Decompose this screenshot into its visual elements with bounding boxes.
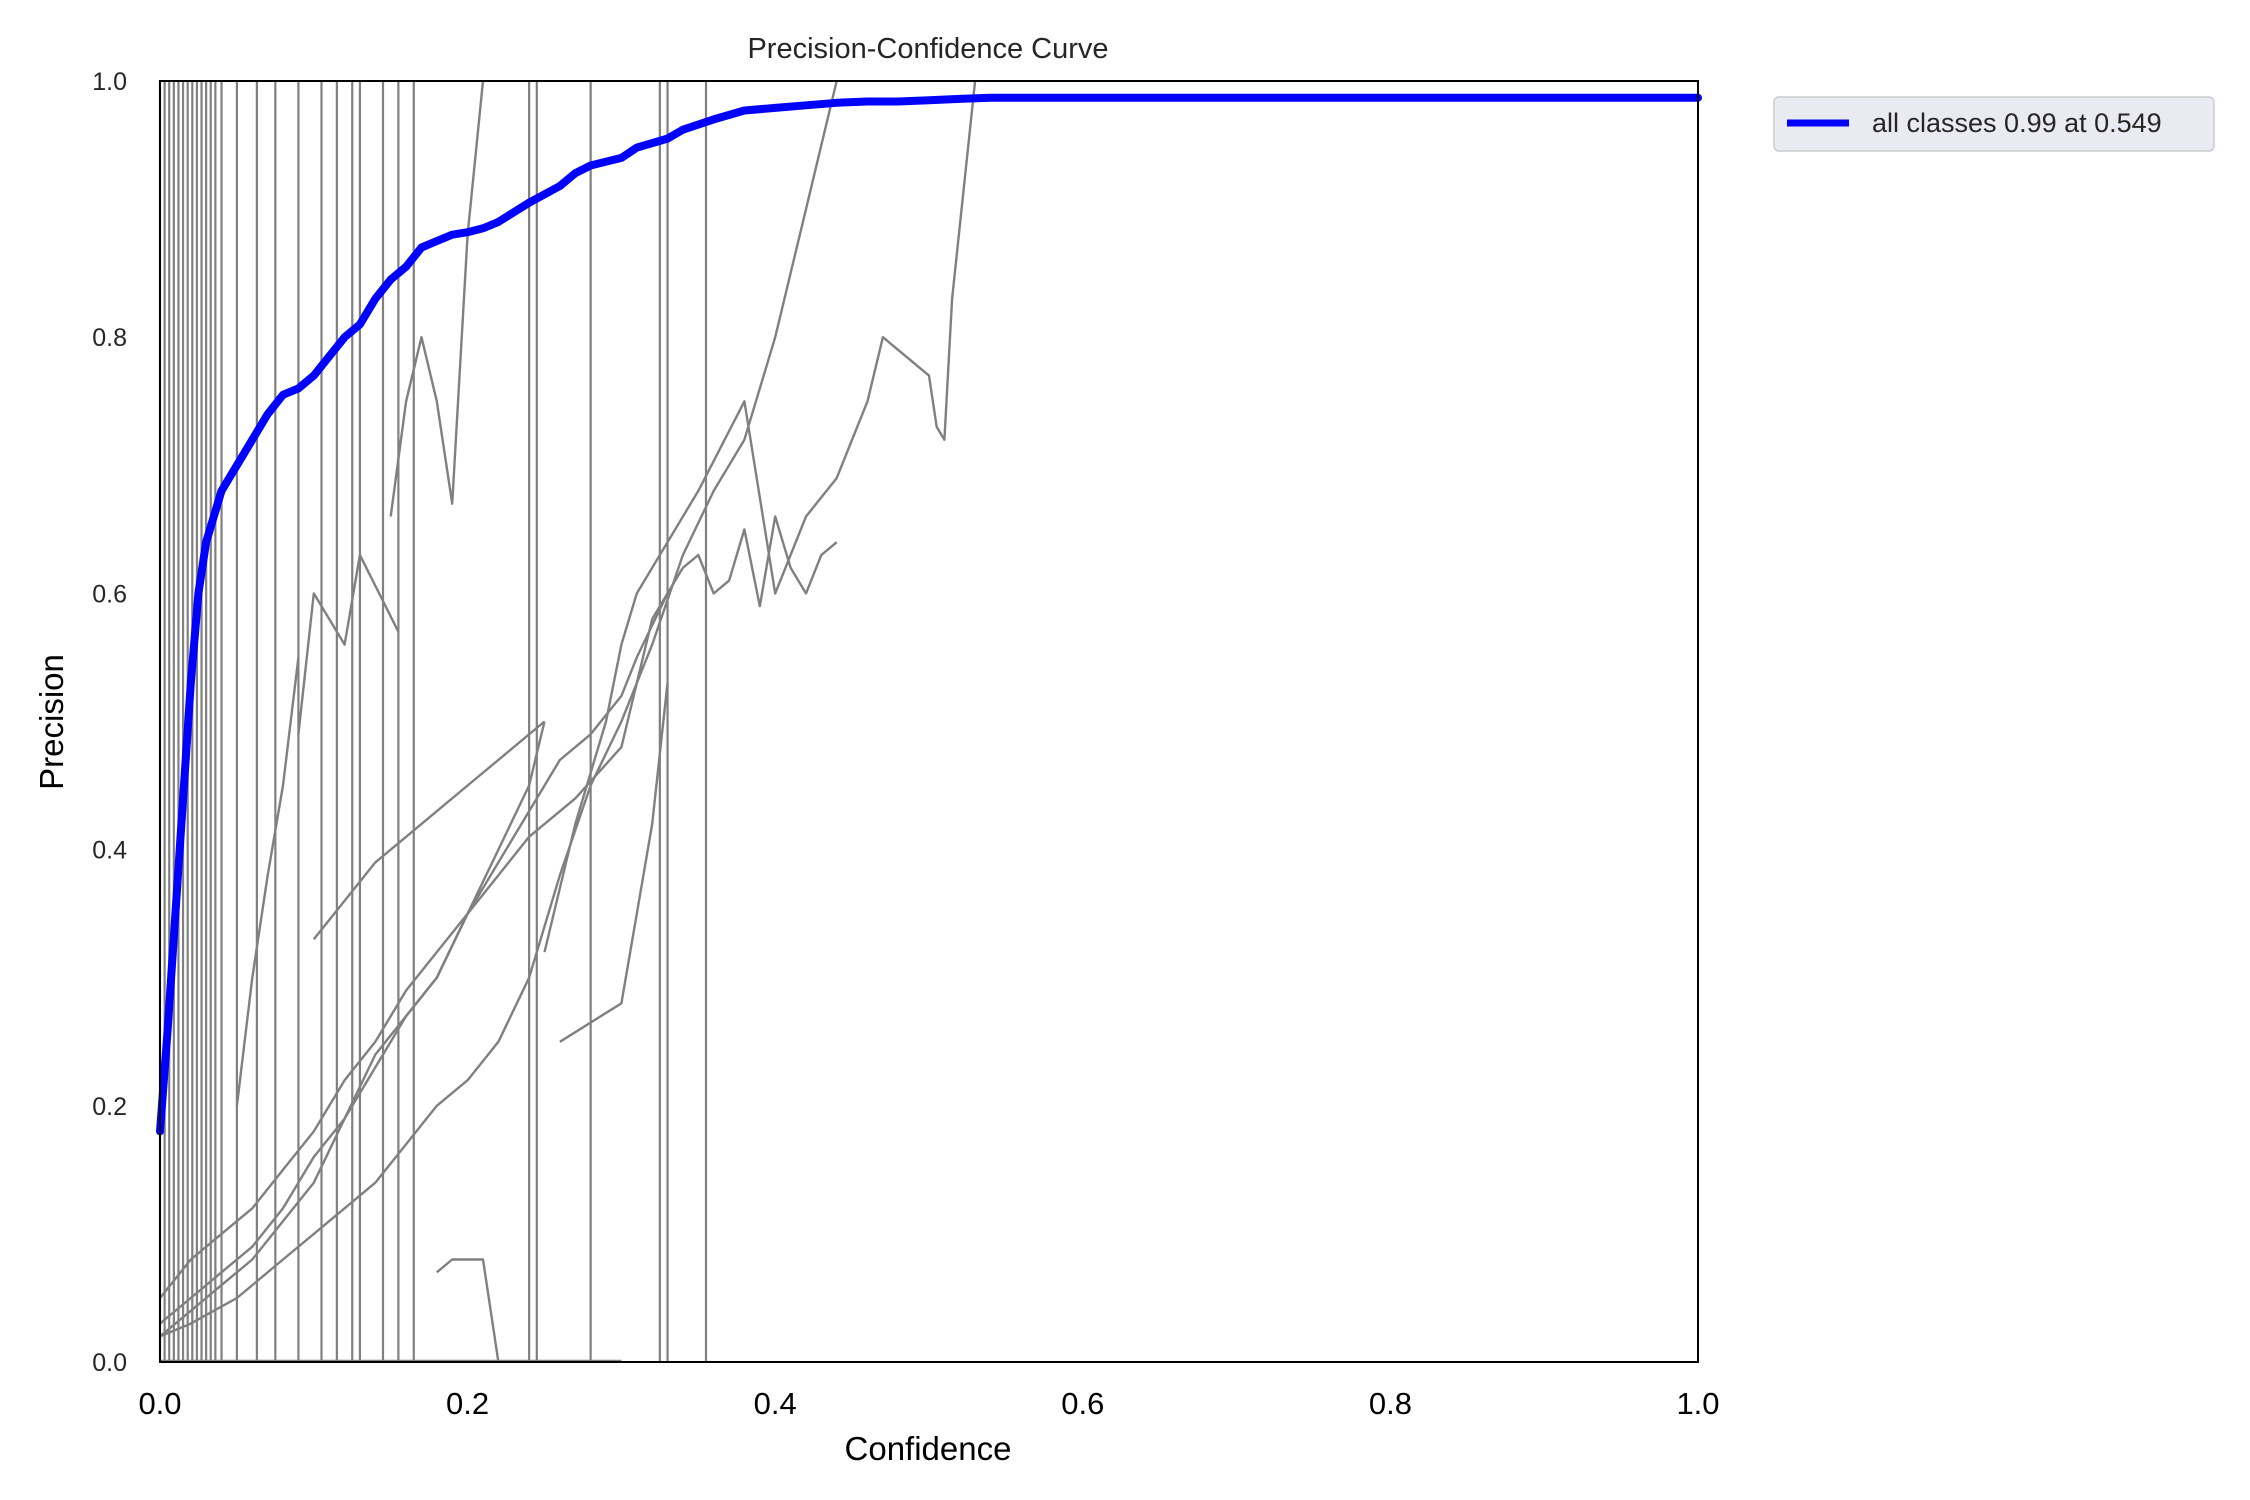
y-tick-label: 0.8 (92, 324, 127, 352)
legend-box (1773, 96, 2215, 152)
y-tick-label: 0.4 (92, 837, 127, 865)
y-tick-label: 0.0 (92, 1349, 127, 1377)
class-curve-line (159, 721, 546, 1338)
y-axis-label: Precision (33, 654, 70, 790)
y-tick-label: 0.2 (92, 1093, 127, 1121)
x-ticks: 0.0 0.2 0.4 0.6 0.8 1.0 (138, 1386, 1719, 1421)
legend-label: all classes 0.99 at 0.549 (1872, 108, 2162, 138)
x-tick-label: 0.0 (138, 1386, 181, 1421)
series-all-classes-line (156, 93, 1702, 1136)
chart-title: Precision-Confidence Curve (747, 33, 1108, 65)
class-curve-line (543, 80, 977, 953)
class-curve-line (159, 80, 838, 1338)
class-curve-line (159, 515, 838, 1299)
x-tick-label: 0.2 (446, 1386, 489, 1421)
class-curve-line (297, 553, 400, 735)
class-curves (158, 80, 977, 1363)
plot-frame (159, 80, 1699, 1363)
x-axis-label: Confidence (845, 1430, 1012, 1467)
legend: all classes 0.99 at 0.549 (1773, 96, 2215, 152)
x-tick-label: 0.4 (754, 1386, 797, 1421)
x-tick-label: 1.0 (1676, 1386, 1719, 1421)
y-ticks: 0.0 0.2 0.4 0.6 0.8 1.0 (92, 68, 127, 1377)
class-curve-line (436, 1258, 500, 1363)
main-series (156, 93, 1702, 1136)
class-curve-line (235, 657, 300, 1106)
class-curve-line (159, 592, 669, 1325)
class-curve-line (559, 682, 669, 1043)
y-tick-label: 1.0 (92, 68, 127, 96)
x-tick-label: 0.6 (1061, 1386, 1104, 1421)
y-tick-label: 0.6 (92, 580, 127, 608)
class-curve-line (312, 720, 546, 941)
x-tick-label: 0.8 (1369, 1386, 1412, 1421)
